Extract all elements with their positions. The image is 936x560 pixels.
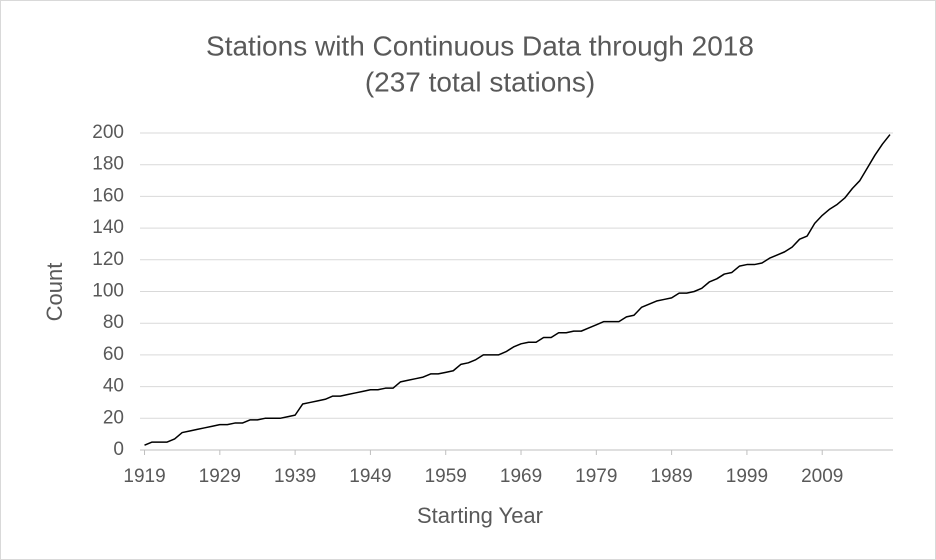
x-tick-label: 1999 <box>726 466 768 487</box>
chart-subtitle: (237 total stations) <box>365 66 595 97</box>
chart-title: Stations with Continuous Data through 20… <box>206 30 754 61</box>
y-tick-label: 60 <box>103 344 124 365</box>
y-tick-label: 200 <box>92 122 124 143</box>
y-tick-label: 160 <box>92 185 124 206</box>
y-tick-label: 140 <box>92 217 124 238</box>
y-axis-label: Count <box>42 263 67 322</box>
x-tick-label: 1949 <box>349 466 391 487</box>
x-tick-label: 1959 <box>425 466 467 487</box>
y-tick-label: 40 <box>103 376 124 397</box>
y-tick-label: 120 <box>92 249 124 270</box>
x-tick-label: 1929 <box>199 466 241 487</box>
y-tick-label: 0 <box>113 439 124 460</box>
y-tick-label: 180 <box>92 154 124 175</box>
x-tick-label: 1979 <box>575 466 617 487</box>
x-tick-label: 1989 <box>650 466 692 487</box>
y-tick-label: 20 <box>103 407 124 428</box>
y-tick-label: 80 <box>103 312 124 333</box>
line <box>144 134 891 446</box>
x-tick-label: 1939 <box>274 466 316 487</box>
x-tick-label: 2009 <box>801 466 843 487</box>
x-axis-label: Starting Year <box>417 503 543 528</box>
x-tick-label: 1919 <box>123 466 165 487</box>
y-tick-label: 100 <box>92 281 124 302</box>
x-tick-label: 1969 <box>500 466 542 487</box>
